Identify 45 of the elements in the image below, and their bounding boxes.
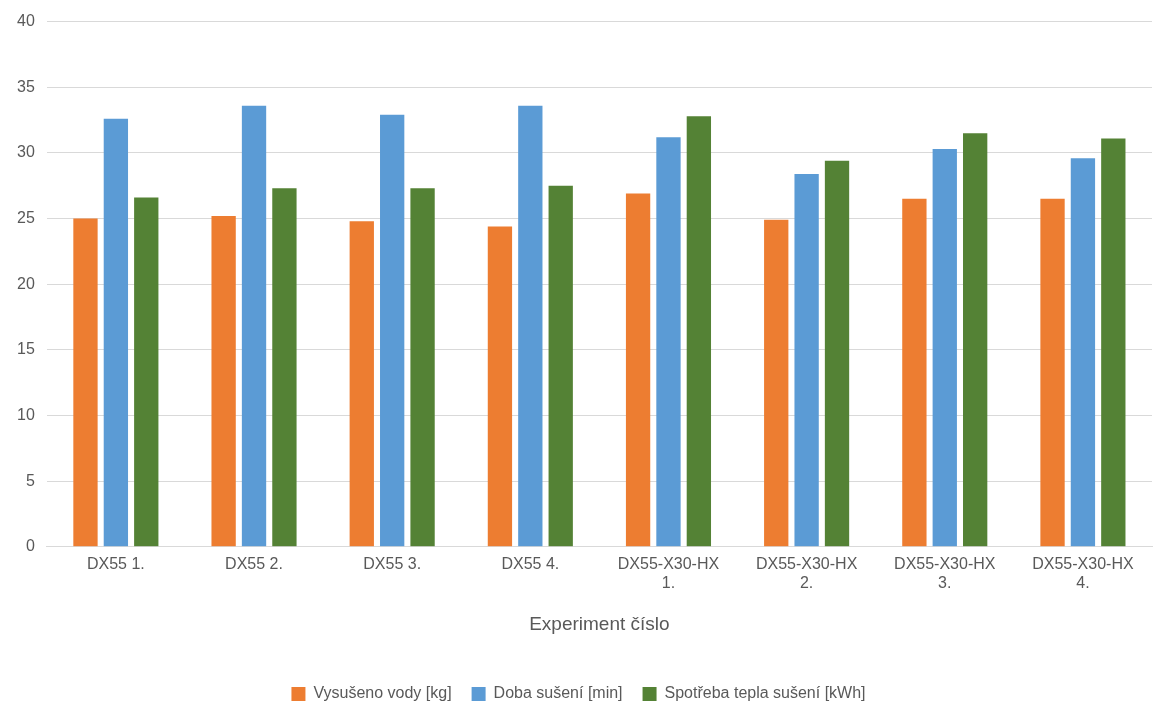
- legend-label: Vysušeno vody [kg]: [313, 684, 452, 702]
- y-tick-label: 25: [17, 208, 35, 226]
- bar: [103, 118, 129, 547]
- y-tick-label: 10: [17, 405, 35, 423]
- bar: [932, 148, 957, 547]
- legend-label: Spotřeba tepla sušení [kWh]: [664, 684, 866, 702]
- bar: [410, 188, 435, 547]
- bar: [656, 137, 681, 547]
- x-tick-label: DX55 4.: [501, 554, 560, 572]
- bar: [1070, 158, 1096, 547]
- x-tick-label: DX55 1.: [86, 554, 145, 572]
- bar: [134, 197, 159, 547]
- bar: [1040, 198, 1065, 547]
- bar: [1101, 138, 1126, 547]
- bar: [902, 198, 927, 547]
- y-tick-label: 40: [17, 12, 35, 30]
- bar: [272, 188, 297, 547]
- bar: [211, 215, 236, 547]
- x-tick-label: DX55-X30-HX 4.: [1032, 554, 1134, 592]
- bar: [824, 160, 850, 547]
- x-tick-label: DX55-X30-HX 3.: [894, 554, 996, 592]
- y-tick-label: 35: [17, 77, 35, 95]
- bar: [241, 105, 267, 547]
- bar: [686, 116, 712, 547]
- y-tick-label: 20: [17, 274, 35, 292]
- bar: [487, 226, 513, 547]
- bar: [963, 133, 988, 547]
- y-tick-label: 0: [25, 537, 35, 555]
- legend-label: Doba sušení [min]: [493, 684, 623, 702]
- bar: [380, 114, 405, 547]
- y-tick-label: 30: [17, 143, 35, 161]
- bar: [625, 193, 651, 547]
- x-tick-label: DX55-X30-HX 2.: [755, 554, 858, 592]
- x-tick-label: DX55-X30-HX 1.: [617, 554, 720, 592]
- y-tick-label: 15: [17, 340, 35, 358]
- y-tick-label: 5: [25, 471, 35, 489]
- bar: [548, 185, 573, 547]
- x-tick-label: DX55 3.: [363, 554, 422, 572]
- bar: [794, 173, 819, 547]
- bar: [349, 221, 374, 547]
- bar: [518, 105, 543, 547]
- x-axis-title: Experiment číslo: [529, 612, 670, 634]
- bar: [73, 218, 98, 547]
- x-tick-label: DX55 2.: [225, 554, 283, 572]
- bar: [764, 219, 789, 547]
